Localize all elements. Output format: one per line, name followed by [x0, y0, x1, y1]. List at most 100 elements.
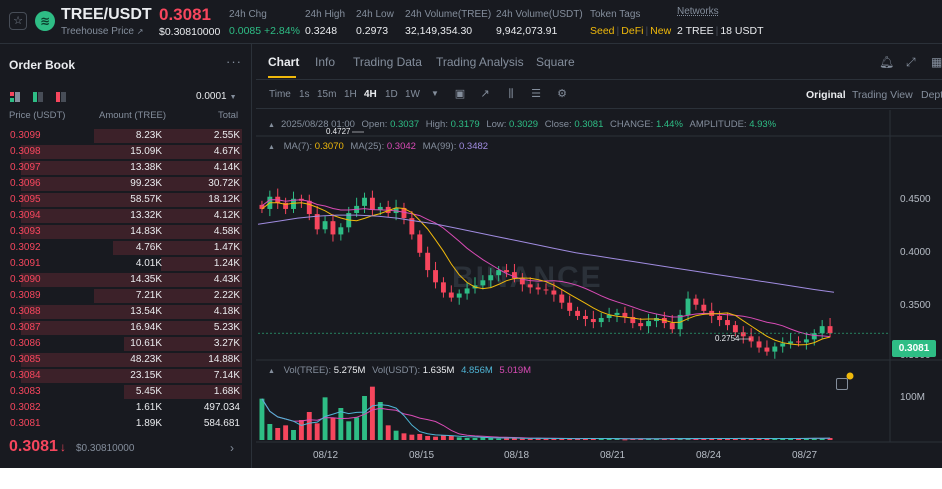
order-book-row[interactable]: 0.3085 48.23K 14.88K	[0, 352, 252, 368]
tree-coin-logo-icon: ≋	[35, 11, 55, 31]
candle-body	[732, 325, 738, 333]
volume-bar	[748, 438, 754, 440]
tab-info[interactable]: Info	[315, 55, 336, 69]
tab-chart[interactable]: Chart	[268, 55, 300, 69]
volume-bar	[717, 438, 723, 440]
row-amount: 1.61K	[135, 402, 162, 413]
row-amount: 16.94K	[130, 322, 162, 333]
order-book-row[interactable]: 0.3095 58.57K 18.12K	[0, 192, 252, 208]
order-book-row[interactable]: 0.3084 23.15K 7.14K	[0, 368, 252, 384]
order-book-row[interactable]: 0.3097 13.38K 4.14K	[0, 160, 252, 176]
candle-body	[811, 333, 817, 340]
candle-type-icon[interactable]: ⫼	[508, 88, 514, 100]
candle-body	[314, 214, 320, 230]
volume-bar	[496, 438, 502, 440]
volume-bar	[267, 424, 273, 440]
order-book-row[interactable]: 0.3093 14.83K 4.58K	[0, 224, 252, 240]
order-book-row[interactable]: 0.3087 16.94K 5.23K	[0, 320, 252, 336]
calendar-icon[interactable]: ▣	[454, 88, 466, 100]
candle-body	[717, 315, 723, 321]
view-trading-view[interactable]: Trading View	[852, 89, 913, 101]
volume-bar	[448, 436, 454, 440]
token-tag[interactable]: New	[650, 25, 672, 37]
order-book-row[interactable]: 0.3090 14.35K 4.43K	[0, 272, 252, 288]
volume-bar	[622, 439, 628, 441]
order-book-row[interactable]: 0.3086 10.61K 3.27K	[0, 336, 252, 352]
interval-time[interactable]: Time	[269, 89, 291, 100]
depth-bar	[123, 337, 242, 351]
ticker-bar: ☆ ≋ TREE/USDT Treehouse Price ↗ 0.3081 $…	[0, 0, 942, 44]
row-amount: 4.01K	[135, 258, 162, 269]
view-depth[interactable]: Depth	[921, 89, 942, 101]
tab-square[interactable]: Square	[536, 55, 575, 69]
stat-label: Networks	[677, 6, 719, 17]
chevron-right-icon[interactable]: ›	[230, 441, 234, 455]
chart-settings-icon[interactable]: ☰	[531, 88, 541, 100]
candle-body	[693, 298, 699, 305]
interval-4h[interactable]: 4H	[364, 89, 377, 100]
bell-icon[interactable]: 🔔︎	[879, 55, 895, 69]
view-both-icon[interactable]	[10, 92, 20, 102]
volume-bar	[732, 438, 738, 440]
order-book-last-price[interactable]: 0.3081 ↓ $0.30810000 ›	[0, 438, 252, 460]
eye-icon[interactable]: ▲	[268, 122, 275, 129]
expand-icon[interactable]: ⤢	[906, 55, 916, 69]
order-book-row[interactable]: 0.3089 7.21K 2.22K	[0, 288, 252, 304]
interval-1d[interactable]: 1D	[385, 89, 398, 100]
interval-dropdown-icon[interactable]: ▼	[431, 89, 439, 98]
close-value: 0.3081	[574, 119, 604, 130]
token-tag[interactable]: Seed	[590, 25, 615, 37]
view-bids-icon[interactable]	[33, 92, 44, 102]
tab-trading-data[interactable]: Trading Data	[353, 55, 422, 69]
y-tick-label: 0.3500	[900, 300, 931, 311]
order-book-row[interactable]: 0.3092 4.76K 1.47K	[0, 240, 252, 256]
order-book-row[interactable]: 0.3088 13.54K 4.18K	[0, 304, 252, 320]
candle-body	[433, 270, 438, 283]
order-book-row[interactable]: 0.3081 1.89K 584.681	[0, 416, 252, 432]
layout-icon[interactable]: ▦	[931, 55, 942, 69]
interval-15m[interactable]: 15m	[317, 89, 337, 100]
token-tag[interactable]: DeFi	[621, 25, 644, 37]
tick-size-select[interactable]: 0.0001 ▼	[196, 91, 237, 102]
candle-body	[519, 278, 525, 285]
order-book-row[interactable]: 0.3098 15.09K 4.67K	[0, 144, 252, 160]
candle-body	[780, 343, 786, 347]
stat-networks[interactable]: Networks 2 TREE | 18 USDT	[677, 6, 764, 37]
ma99-label: MA(99):	[422, 141, 457, 152]
order-book-row[interactable]: 0.3099 8.23K 2.55K	[0, 128, 252, 144]
order-book-row[interactable]: 0.3091 4.01K 1.24K	[0, 256, 252, 272]
indicator-icon[interactable]: ↗	[480, 88, 490, 100]
price-chart[interactable]: BINANCE ▲ 2025/08/28 01:00 Open: 0.3037 H…	[256, 110, 942, 468]
row-total: 4.12K	[213, 210, 240, 221]
pair-title[interactable]: TREE/USDT	[61, 6, 152, 23]
watermark-logo: BINANCE	[452, 261, 603, 294]
row-total: 1.47K	[213, 242, 240, 253]
favorite-star-icon[interactable]: ☆	[9, 12, 27, 30]
chart-gear-icon[interactable]	[836, 378, 848, 390]
active-tab-underline	[268, 76, 296, 78]
order-book-row[interactable]: 0.3083 5.45K 1.68K	[0, 384, 252, 400]
view-asks-icon[interactable]	[56, 92, 67, 102]
pair-subtitle[interactable]: Treehouse Price ↗	[61, 26, 143, 37]
more-options-icon[interactable]: ···	[226, 54, 242, 69]
candle-body	[819, 326, 825, 334]
row-amount: 4.76K	[135, 242, 162, 253]
view-original[interactable]: Original	[806, 89, 846, 101]
order-book-row[interactable]: 0.3096 99.23K 30.72K	[0, 176, 252, 192]
eye-icon[interactable]: ▲	[268, 368, 275, 375]
order-book-row[interactable]: 0.3082 1.61K 497.034	[0, 400, 252, 416]
interval-1s[interactable]: 1s	[299, 89, 310, 100]
vol-ma1-value: 4.856M	[461, 365, 493, 376]
order-book-row[interactable]: 0.3094 13.32K 4.12K	[0, 208, 252, 224]
eye-icon[interactable]: ▲	[268, 144, 275, 151]
volume-bar	[283, 425, 289, 440]
candle-body	[764, 347, 770, 352]
interval-1w[interactable]: 1W	[405, 89, 420, 100]
tab-trading-analysis[interactable]: Trading Analysis	[436, 55, 524, 69]
volume-info: ▲ Vol(TREE): 5.275M Vol(USDT): 1.635M 4.…	[268, 365, 531, 376]
gear-icon[interactable]: ⚙	[557, 88, 567, 100]
candle-body	[417, 234, 423, 253]
volume-ma1-line	[261, 398, 831, 440]
chart-panel: Chart Info Trading Data Trading Analysis…	[256, 44, 942, 468]
interval-1h[interactable]: 1H	[344, 89, 357, 100]
